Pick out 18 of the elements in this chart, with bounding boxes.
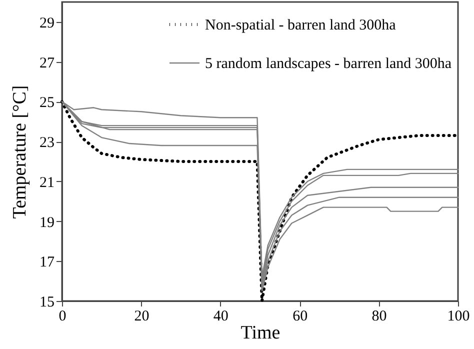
y-tick-label: 27 xyxy=(40,55,55,72)
legend-label: 5 random landscapes - barren land 300ha xyxy=(205,56,452,72)
x-tick-label: 100 xyxy=(447,308,470,324)
x-tick-label: 40 xyxy=(213,308,228,324)
x-axis-title: Time xyxy=(240,322,280,344)
x-tick-label: 20 xyxy=(134,308,150,324)
x-tick-label: 80 xyxy=(372,308,387,324)
legend-label: Non-spatial - barren land 300ha xyxy=(205,18,396,34)
x-tick-label: 60 xyxy=(292,308,308,324)
y-tick-label: 25 xyxy=(40,95,54,112)
y-axis-title: Temperature [°C] xyxy=(10,85,30,219)
y-tick-label: 17 xyxy=(40,254,55,271)
x-tick-label: 0 xyxy=(58,308,66,324)
y-tick-label: 29 xyxy=(40,15,54,32)
y-tick-label: 19 xyxy=(40,214,54,231)
y-tick-label: 23 xyxy=(40,135,54,152)
y-tick-label: 21 xyxy=(40,174,54,191)
y-tick-label: 15 xyxy=(40,294,54,310)
